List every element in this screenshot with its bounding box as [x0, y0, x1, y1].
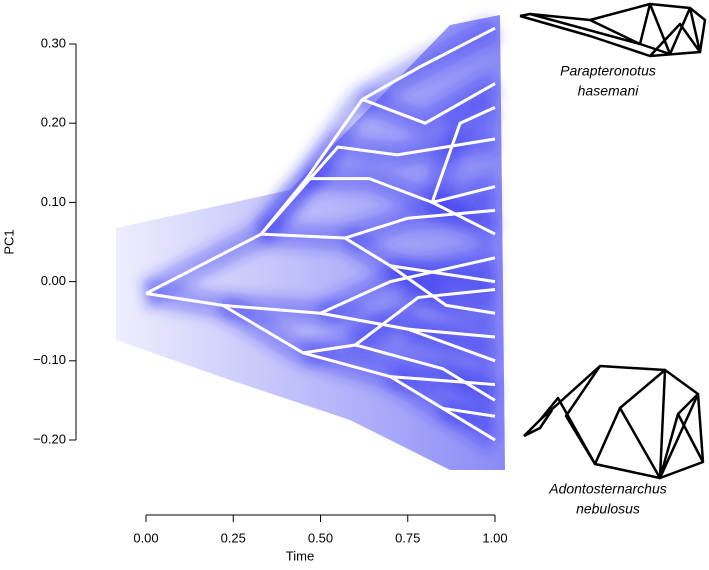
branch	[261, 232, 496, 284]
branch	[361, 82, 496, 125]
y-tick-label: −0.10	[33, 352, 66, 367]
y-tick-label: 0.00	[41, 273, 66, 288]
branch	[389, 264, 496, 315]
branch	[302, 343, 496, 402]
tree	[145, 26, 496, 442]
branch	[319, 256, 496, 315]
branch	[306, 177, 496, 204]
x-tick-label: 0.00	[133, 530, 158, 545]
branch	[222, 304, 496, 387]
x-tick-label: 0.50	[308, 530, 333, 545]
species-label: hasemani	[578, 83, 640, 99]
y-tick-label: −0.20	[33, 431, 66, 446]
x-tick-label: 0.25	[221, 530, 246, 545]
x-axis-title: Time	[286, 548, 314, 563]
branch	[430, 105, 496, 203]
branch	[441, 407, 496, 442]
y-tick-label: 0.20	[41, 115, 66, 130]
x-tick-label: 1.00	[482, 530, 507, 545]
species-label: Parapteronotus	[560, 63, 656, 79]
branch	[354, 288, 496, 347]
shape-bottom	[523, 364, 705, 480]
species-label: nebulosus	[576, 501, 640, 517]
branch	[260, 137, 496, 236]
y-axis-title: PC1	[1, 229, 16, 254]
branch	[145, 26, 496, 295]
shape-top	[519, 2, 707, 58]
x-tick-label: 0.75	[395, 530, 420, 545]
branch	[344, 208, 496, 240]
branch	[407, 327, 496, 363]
species-label: Adontosternarchus	[548, 481, 667, 497]
y-tick-label: 0.30	[41, 35, 66, 50]
branch	[431, 201, 496, 236]
y-tick-label: 0.10	[41, 194, 66, 209]
